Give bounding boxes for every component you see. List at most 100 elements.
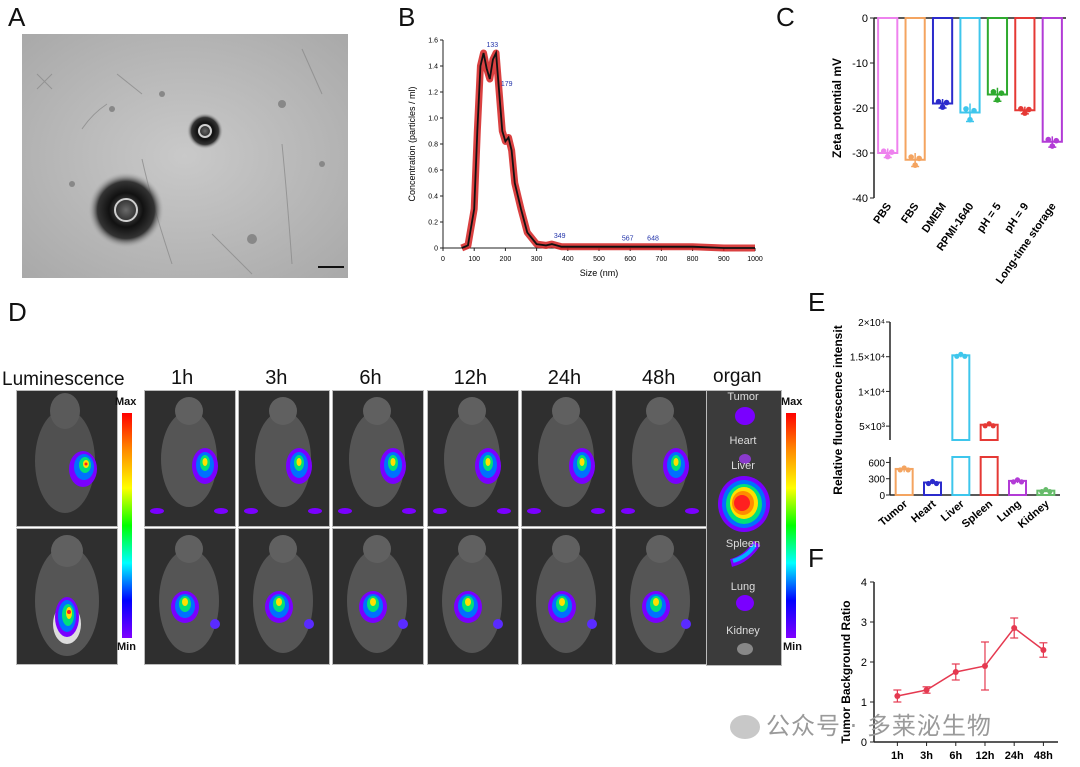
- mouse-head: [175, 397, 203, 425]
- mouse-image-dorsal: [615, 390, 707, 527]
- peak-label: 648: [647, 236, 659, 243]
- data-point: [954, 353, 960, 359]
- tumor-signal-core: [296, 458, 302, 466]
- data-point: [1018, 106, 1024, 112]
- mouse-image-dorsal: [426, 390, 519, 527]
- data-point: [1039, 489, 1045, 495]
- y-tick-label: 2: [861, 657, 867, 669]
- y-axis-title: Concentration (particles / ml): [407, 86, 417, 201]
- mouse-image-ventral: [520, 528, 613, 665]
- bar: [931, 17, 954, 105]
- colorbar-right: [786, 413, 796, 638]
- y-tick-label: -10: [852, 58, 868, 70]
- y-axis-title: Zeta potential mV: [830, 58, 844, 158]
- data-point: [971, 107, 977, 114]
- x-tick-label: 100: [468, 256, 480, 263]
- data-point: [925, 480, 932, 487]
- paw-signal: [586, 619, 597, 629]
- colorbar-left-max: Max: [115, 396, 137, 408]
- mouse-image-dorsal: [520, 390, 613, 527]
- y-tick-label: 0.6: [428, 168, 438, 175]
- mouse-head: [269, 535, 298, 563]
- organ-label: Liver: [731, 460, 755, 472]
- paw-signal: [398, 619, 409, 629]
- liver-signal-core: [653, 598, 659, 606]
- organ-label: Kidney: [726, 625, 760, 637]
- y-tick-label: 1: [861, 697, 867, 709]
- data-point: [1043, 487, 1049, 493]
- timepoint-header: 6h: [359, 367, 382, 389]
- data-point: [1045, 136, 1052, 143]
- y-tick-label: 600: [868, 458, 885, 469]
- colorbar-left: [122, 413, 132, 638]
- paw-signal: [590, 508, 605, 514]
- liver-signal-core: [276, 598, 283, 606]
- bar: [877, 17, 899, 154]
- x-tick-label: 1h: [891, 750, 904, 762]
- category-label: Spleen: [960, 498, 996, 531]
- category-label: Heart: [909, 498, 939, 525]
- category-label: PBS: [871, 201, 894, 226]
- data-point: [981, 663, 988, 669]
- organ-image-panel: [706, 390, 782, 666]
- x-axis-title: Size (nm): [580, 268, 619, 278]
- x-tick-label: 6h: [949, 750, 962, 762]
- tumor-background-ratio-chart: 0 1 2 3 4 Tumor Background Ratio 1h 3h 6h 12h 24h 4…: [839, 577, 1058, 762]
- timepoint-header: 24h: [547, 367, 582, 389]
- mouse-head: [646, 397, 674, 425]
- y-tick-label: -40: [852, 193, 868, 205]
- peak-label: 567: [622, 236, 634, 243]
- paw-signal: [150, 508, 164, 514]
- colorbar-left-min: Min: [117, 641, 136, 653]
- data-point: [943, 99, 950, 106]
- zeta-potential-chart: 0 -10 -20 -30 -40 Zeta potential mV PBS FBSDMEM…: [830, 13, 1066, 286]
- y-tick-label: 1.6: [428, 38, 438, 45]
- liver-signal-core: [370, 598, 377, 606]
- y-tick-label: 1×10⁴: [858, 387, 885, 398]
- data-point: [1010, 479, 1017, 485]
- y-tick-label: 1.4: [428, 64, 438, 71]
- data-point: [1026, 106, 1032, 113]
- y-tick-label: 300: [868, 475, 885, 486]
- mouse-image-luminescence-ventral: [16, 528, 118, 665]
- paw-signal: [210, 619, 220, 629]
- category-label: FBS: [899, 201, 921, 226]
- category-label: pH = 9: [1002, 201, 1031, 235]
- data-point: [994, 97, 1001, 103]
- x-tick-label: 3h: [920, 750, 933, 762]
- x-tick-label: 900: [718, 256, 730, 263]
- tumor-signal-core: [390, 458, 396, 466]
- paw-signal: [685, 508, 699, 514]
- peak-label: 179: [501, 81, 513, 88]
- y-axis-title: Tumor Background Ratio: [839, 600, 853, 743]
- liver-signal-core: [464, 598, 471, 606]
- timepoint-header: 12h: [453, 367, 487, 389]
- organ-label: Heart: [729, 435, 757, 447]
- y-tick-label: 0.4: [428, 194, 438, 201]
- data-point: [962, 353, 968, 359]
- y-axis-title: Relative fluorescence intensit: [831, 325, 845, 494]
- mouse-head: [457, 397, 486, 425]
- category-label: DMEM: [920, 201, 949, 235]
- y-tick-label: 5×10³: [859, 422, 886, 433]
- luminescence-label: Luminescence: [2, 369, 125, 390]
- panel-label-d: D: [8, 297, 27, 327]
- mouse-head: [363, 397, 392, 425]
- data-point: [963, 106, 969, 112]
- tumor-signal-core: [202, 458, 208, 466]
- ratio-line: [897, 626, 1044, 697]
- bar: [1014, 17, 1036, 112]
- paw-signal: [402, 508, 417, 514]
- data-point: [916, 155, 922, 162]
- timepoint-header: 1h: [171, 367, 194, 389]
- mouse-image-luminescence-dorsal: [16, 390, 118, 527]
- paw-signal: [304, 619, 315, 629]
- paw-signal: [492, 619, 503, 629]
- data-point: [912, 162, 918, 168]
- x-tick-label: 400: [562, 256, 574, 263]
- y-tick-label: 0.2: [428, 220, 438, 227]
- bar-upper: [951, 354, 971, 441]
- mouse-image-ventral: [615, 528, 707, 665]
- paw-signal: [681, 619, 691, 629]
- bar-lower: [951, 456, 971, 496]
